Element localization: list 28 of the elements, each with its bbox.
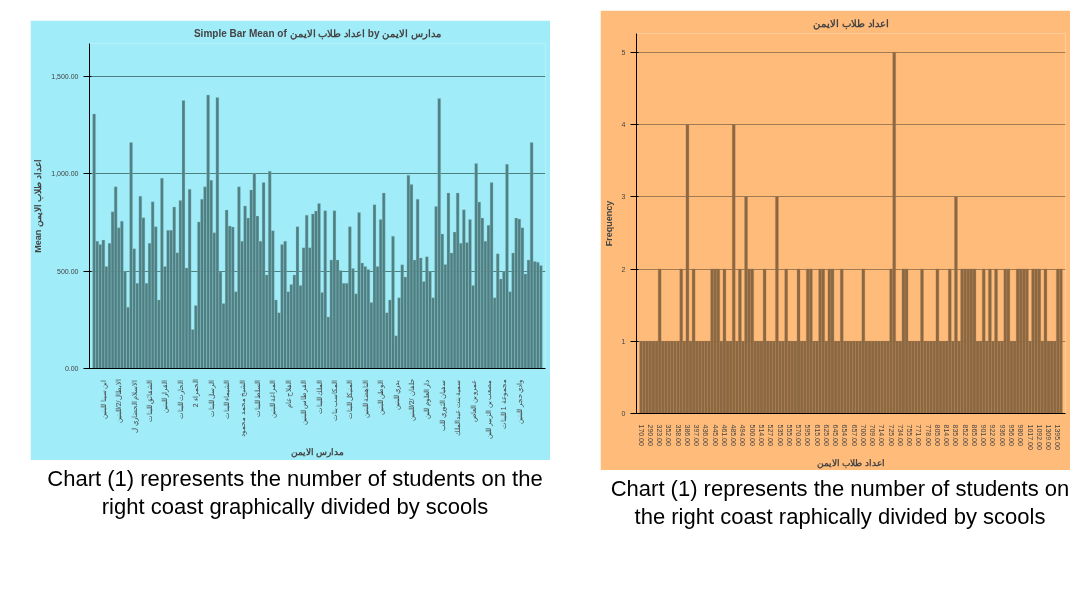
bar [243, 205, 247, 369]
bar [639, 341, 643, 414]
bar [311, 213, 315, 369]
bar [651, 341, 656, 414]
text: Chart (1) represents the number of students on the right coast graphically divided by scools [46, 465, 544, 520]
bar [536, 262, 540, 369]
bar [151, 201, 155, 369]
bar [456, 192, 460, 369]
bar [166, 230, 170, 369]
chart-title: Simple Bar Mean of اعداد طلاب الايمن by مدارس الايمن [193, 27, 442, 40]
bar [462, 209, 466, 369]
x-axis-title: مدارس الايمن [290, 447, 345, 459]
bar [305, 215, 309, 369]
y-axis-title: Mean اعداد طلاب الايمن [33, 159, 45, 253]
bar [514, 217, 518, 369]
bar [172, 206, 176, 369]
bar [517, 218, 521, 369]
bar [114, 186, 118, 369]
bar [101, 239, 105, 369]
text: Chart (1) represents the number of students on the right coast raphically divided by scools [609, 475, 1071, 530]
chart-title: اعداد طلاب الايمن [813, 17, 889, 30]
x-axis-title: اعداد طلاب الايمن [817, 457, 886, 469]
bar [416, 199, 420, 369]
y-axis-title: Frequency [603, 200, 614, 247]
bar [867, 341, 872, 414]
bar [120, 221, 124, 369]
bar [870, 341, 875, 414]
bar [332, 210, 337, 369]
